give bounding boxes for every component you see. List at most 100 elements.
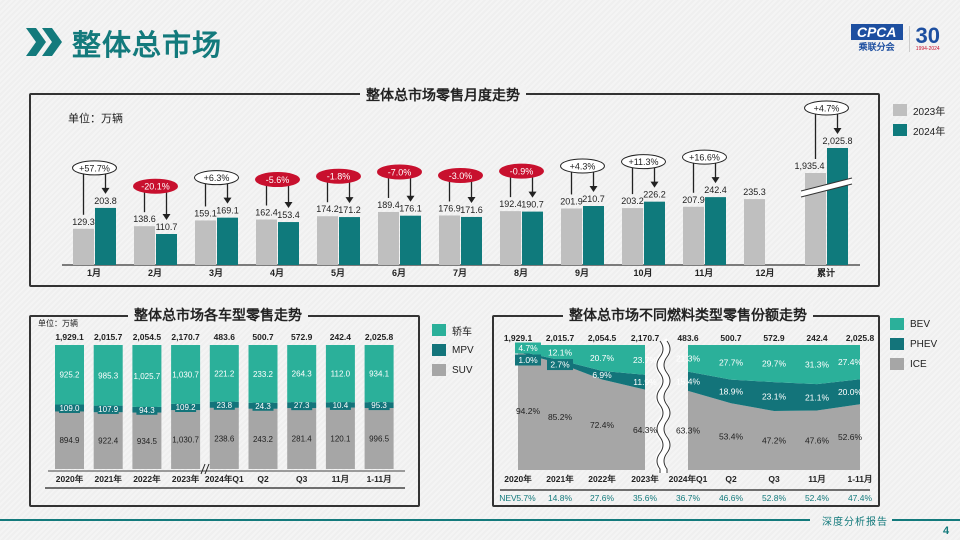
nev-share-label: 35.6% xyxy=(633,493,658,503)
yoy-badge xyxy=(316,168,361,184)
footer-divider xyxy=(892,519,960,521)
bev-share-label: 4.7% xyxy=(518,343,538,353)
chevron-icon xyxy=(26,28,66,61)
bev-share-label: 12.1% xyxy=(548,348,573,358)
yoy-badge xyxy=(438,167,483,183)
value-label-2024: 2,025.8 xyxy=(822,136,852,146)
arrow-down-icon xyxy=(528,191,537,198)
axis-break-line xyxy=(663,340,671,473)
total-label: 2,025.8 xyxy=(846,333,875,343)
category-label: 2021年 xyxy=(546,474,574,484)
yoy-label: +4.3% xyxy=(570,162,596,172)
legend-swatch-sedan xyxy=(432,324,446,336)
total-label: 242.4 xyxy=(330,332,352,342)
bar-segment-sedan xyxy=(248,345,278,403)
total-label: 2,054.5 xyxy=(588,333,617,343)
axis-break-line xyxy=(800,177,853,192)
total-label: 2,054.5 xyxy=(133,332,162,342)
mpv-label-box xyxy=(329,399,351,410)
bar-segment-suv xyxy=(93,412,123,469)
bar-2023 xyxy=(622,208,643,265)
segment-value-label: 27.3 xyxy=(294,401,310,410)
nev-share-label: 47.4% xyxy=(848,493,873,503)
total-label: 572.9 xyxy=(763,333,785,343)
legend-swatch-ice xyxy=(890,358,904,370)
value-label-2023: 174.2 xyxy=(316,204,339,214)
value-label-2023: 235.3 xyxy=(743,187,766,197)
yoy-label: -1.8% xyxy=(327,172,351,182)
nev-share-label: 52.8% xyxy=(762,493,787,503)
mpv-label-box xyxy=(252,400,274,411)
page-title: 整体总市场 xyxy=(72,30,223,62)
bar-2023 xyxy=(683,206,704,265)
value-label-2023: 138.6 xyxy=(133,214,156,224)
value-label-2024: 171.6 xyxy=(460,205,483,215)
value-label-2024: 190.7 xyxy=(521,200,544,210)
phev-share-label: 21.1% xyxy=(805,392,830,402)
value-label-2024: 242.4 xyxy=(704,185,727,195)
yoy-label: -20.1% xyxy=(141,182,170,192)
bev-share-label: 23.7% xyxy=(633,355,658,365)
segment-value-label: 109.0 xyxy=(59,404,80,413)
phev-share-label: 6.9% xyxy=(592,370,612,380)
category-label: Q3 xyxy=(296,474,308,484)
category-label: 2024年Q1 xyxy=(669,474,708,484)
value-label-2023: 201.9 xyxy=(560,196,583,206)
bar-segment-sedan xyxy=(287,345,317,403)
value-label-2024: 203.8 xyxy=(94,196,117,206)
value-label-2023: 207.9 xyxy=(682,195,705,205)
monthly-unit-label: 单位：万辆 xyxy=(68,113,123,125)
category-label: 2020年 xyxy=(504,474,532,484)
area-ice xyxy=(518,352,645,470)
segment-value-label: 238.6 xyxy=(214,434,235,443)
yoy-badge xyxy=(682,149,727,165)
footer-divider xyxy=(0,519,810,521)
yoy-label: -3.0% xyxy=(449,171,473,181)
bev-share-label: 20.7% xyxy=(590,353,615,363)
bar-segment-sedan xyxy=(55,345,84,405)
bar-2023 xyxy=(500,211,521,265)
value-label-2024: 153.4 xyxy=(277,210,300,220)
phev-share-label: 11.9% xyxy=(633,377,657,387)
category-label: 9月 xyxy=(575,268,589,278)
total-label: 483.6 xyxy=(677,333,699,343)
ice-share-label: 52.6% xyxy=(838,432,863,442)
segment-value-label: 985.3 xyxy=(98,371,119,380)
segment-value-label: 996.5 xyxy=(369,435,390,444)
yoy-label: +57.7% xyxy=(79,163,110,173)
segment-value-label: 120.1 xyxy=(330,434,351,443)
bar-2024 xyxy=(827,148,848,265)
bar-2023 xyxy=(805,173,826,265)
segment-value-label: 1,030.7 xyxy=(172,370,199,379)
category-label: 1-11月 xyxy=(367,474,392,484)
segment-value-label: 23.8 xyxy=(217,401,233,410)
yoy-badge xyxy=(72,160,117,176)
bar-segment-suv xyxy=(287,408,317,469)
nev-share-label: 5.7% xyxy=(516,493,536,503)
category-label: 4月 xyxy=(270,268,284,278)
axis-break-mark xyxy=(655,338,671,473)
nev-share-label: 46.6% xyxy=(719,493,744,503)
legend-swatch-2024 xyxy=(893,124,907,136)
nev-share-label: 27.6% xyxy=(590,493,615,503)
axis-break-line xyxy=(656,340,664,473)
mpv-label-box xyxy=(175,402,197,412)
yoy-badge xyxy=(133,178,178,194)
bar-2023 xyxy=(134,226,155,265)
segment-value-label: 233.2 xyxy=(253,370,274,379)
ice-share-label: 94.2% xyxy=(516,406,541,416)
total-label: 500.7 xyxy=(252,332,274,342)
bar-2023 xyxy=(378,211,399,265)
category-label: 5月 xyxy=(331,268,345,278)
category-label: 2020年 xyxy=(56,474,84,484)
yoy-badge xyxy=(255,172,300,188)
value-label-2024: 110.7 xyxy=(156,222,178,232)
segment-value-label: 934.1 xyxy=(369,370,390,379)
total-label: 2,015.7 xyxy=(94,332,123,342)
category-label: 2023年 xyxy=(631,474,659,484)
category-label: 2022年 xyxy=(133,474,161,484)
bar-2024 xyxy=(400,215,421,265)
phev-label-box xyxy=(547,359,573,371)
value-label-2023: 162.4 xyxy=(255,208,278,218)
